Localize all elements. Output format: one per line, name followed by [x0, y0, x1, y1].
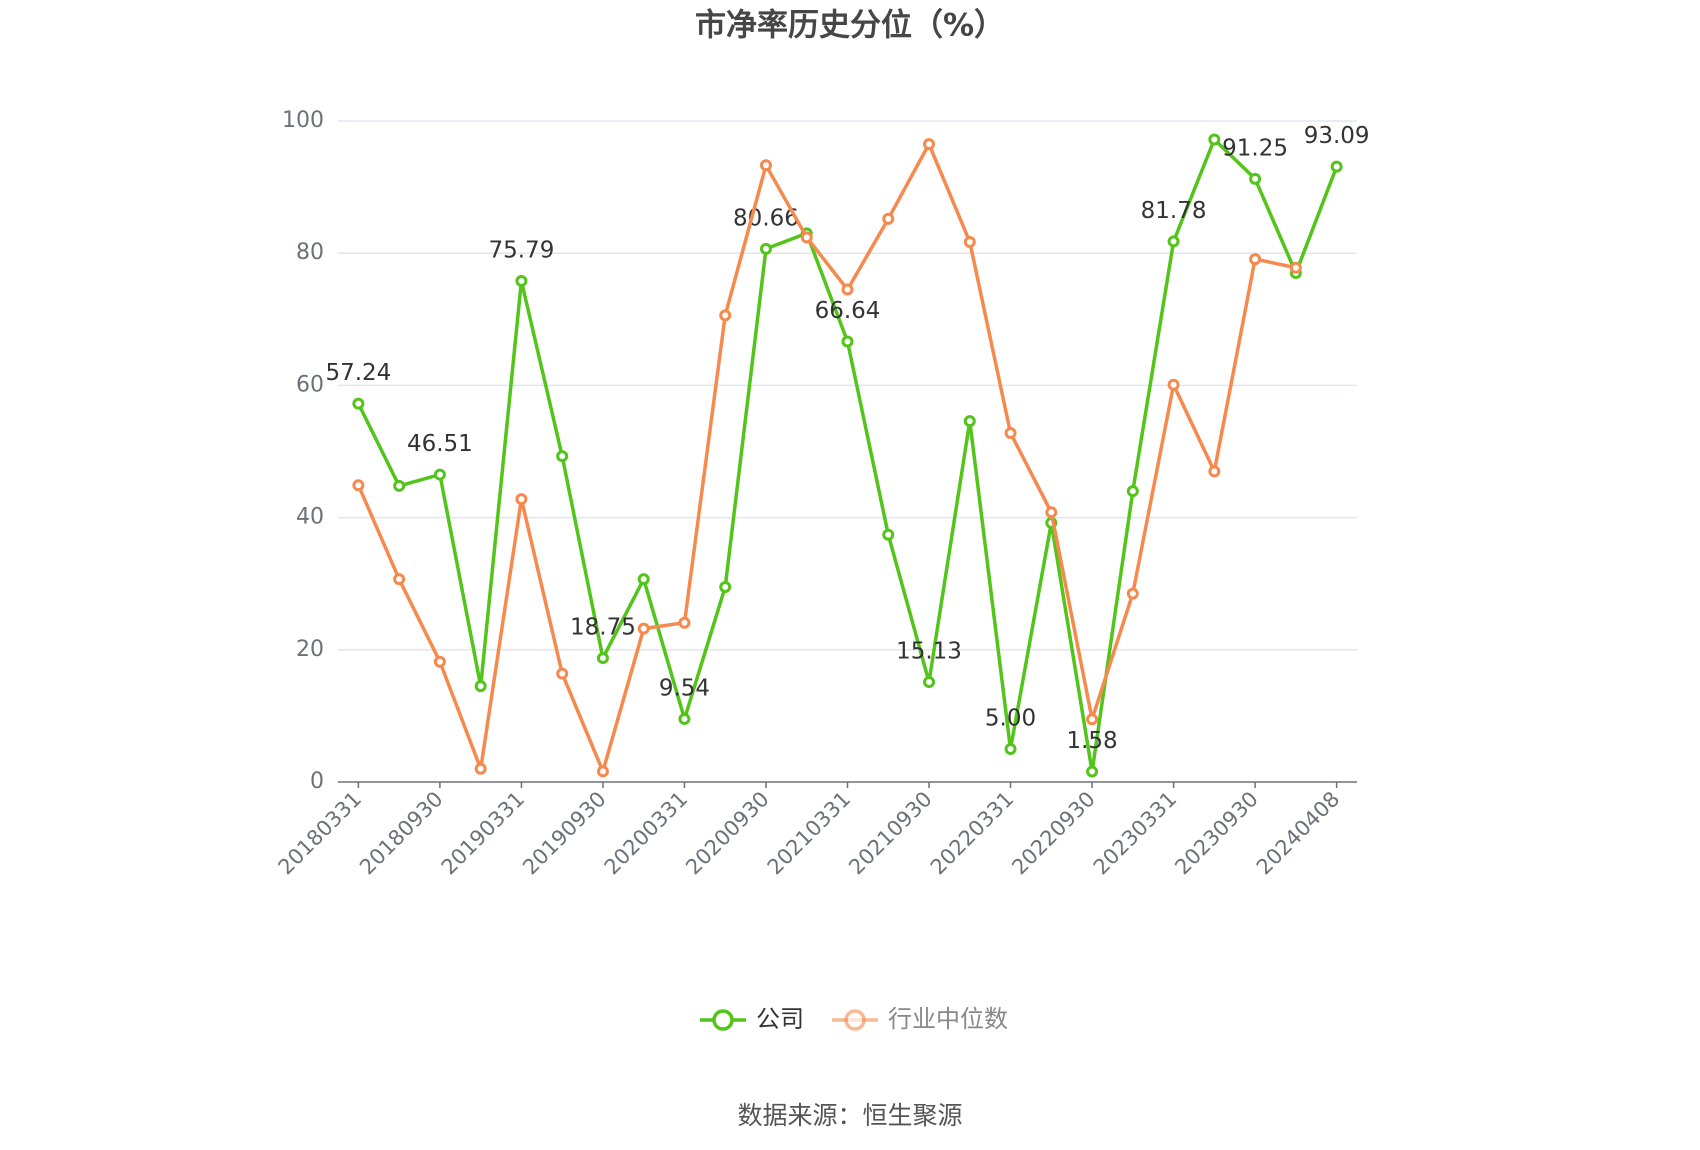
data-label: 66.64 — [815, 298, 881, 324]
data-point — [678, 712, 691, 725]
data-point — [1167, 378, 1180, 391]
data-label: 18.75 — [570, 615, 636, 641]
data-label: 75.79 — [488, 238, 554, 264]
data-point — [474, 680, 487, 693]
data-point — [393, 479, 406, 492]
x-tick-label: 20190331 — [437, 787, 530, 880]
data-point — [963, 235, 976, 248]
series-line — [356, 142, 1297, 774]
y-tick-label: 20 — [296, 637, 324, 662]
data-point — [678, 616, 691, 629]
data-point — [841, 335, 854, 348]
legend-label: 公司 — [756, 1005, 804, 1033]
x-tick-label: 20190930 — [518, 787, 611, 880]
data-point — [1045, 506, 1058, 519]
x-tick-label: 20230930 — [1170, 787, 1263, 880]
data-point — [719, 581, 732, 594]
data-point — [637, 573, 650, 586]
data-label: 46.51 — [407, 431, 473, 457]
data-point — [719, 309, 732, 322]
series-line — [356, 137, 1339, 774]
data-point — [433, 468, 446, 481]
data-point — [1249, 172, 1262, 185]
y-tick-label: 80 — [296, 240, 324, 265]
data-point — [1004, 426, 1017, 439]
data-point — [352, 397, 365, 410]
data-point — [556, 450, 569, 463]
data-point — [596, 765, 609, 778]
data-point — [759, 242, 772, 255]
x-tick-label: 20210930 — [844, 787, 937, 880]
data-point — [1249, 253, 1262, 266]
data-point — [800, 231, 813, 244]
data-label: 81.78 — [1141, 198, 1207, 224]
x-tick-label: 20180930 — [355, 787, 448, 880]
data-label: 1.58 — [1066, 728, 1117, 754]
y-tick-label: 100 — [282, 108, 324, 133]
data-point — [1208, 133, 1221, 146]
data-point — [1167, 235, 1180, 248]
data-point — [637, 622, 650, 635]
legend-marker — [844, 1009, 866, 1031]
legend-label: 行业中位数 — [888, 1005, 1008, 1033]
data-label: 80.66 — [733, 205, 799, 231]
x-tick-label: 20200930 — [681, 787, 774, 880]
data-point — [1330, 160, 1343, 173]
data-point — [963, 415, 976, 428]
x-tick-label: 20220331 — [926, 787, 1019, 880]
data-point — [841, 283, 854, 296]
data-point — [923, 138, 936, 151]
data-point — [1086, 765, 1099, 778]
data-point — [474, 762, 487, 775]
data-point — [515, 493, 528, 506]
y-tick-label: 60 — [296, 372, 324, 397]
x-tick-label: 20200331 — [600, 787, 693, 880]
data-point — [1126, 485, 1139, 498]
x-tick-label: 20240408 — [1252, 787, 1345, 880]
data-point — [596, 652, 609, 665]
data-point — [923, 675, 936, 688]
data-point — [393, 573, 406, 586]
y-tick-label: 0 — [310, 769, 324, 794]
source-note: 数据来源：恒生聚源 — [737, 1101, 962, 1130]
data-point — [882, 212, 895, 225]
x-tick-label: 20230331 — [1089, 787, 1182, 880]
data-point — [1004, 742, 1017, 755]
x-tick-label: 20180331 — [274, 787, 367, 880]
data-point — [1208, 465, 1221, 478]
data-point — [882, 528, 895, 541]
data-label: 15.13 — [896, 638, 962, 664]
legend-marker — [712, 1009, 734, 1031]
x-tick-label: 20220930 — [1007, 787, 1100, 880]
data-point — [433, 655, 446, 668]
data-point — [1086, 713, 1099, 726]
data-label: 9.54 — [659, 675, 710, 701]
data-point — [759, 159, 772, 172]
data-label: 57.24 — [325, 360, 391, 386]
data-label: 5.00 — [985, 705, 1036, 731]
data-point — [1289, 261, 1302, 274]
data-label: 91.25 — [1222, 135, 1288, 161]
data-point — [352, 479, 365, 492]
data-point — [1126, 587, 1139, 600]
chart-title: 市净率历史分位（%） — [695, 8, 1005, 44]
y-tick-label: 40 — [296, 505, 324, 530]
data-point — [515, 275, 528, 288]
data-point — [556, 667, 569, 680]
x-tick-label: 20210331 — [763, 787, 856, 880]
data-label: 93.09 — [1304, 123, 1370, 149]
